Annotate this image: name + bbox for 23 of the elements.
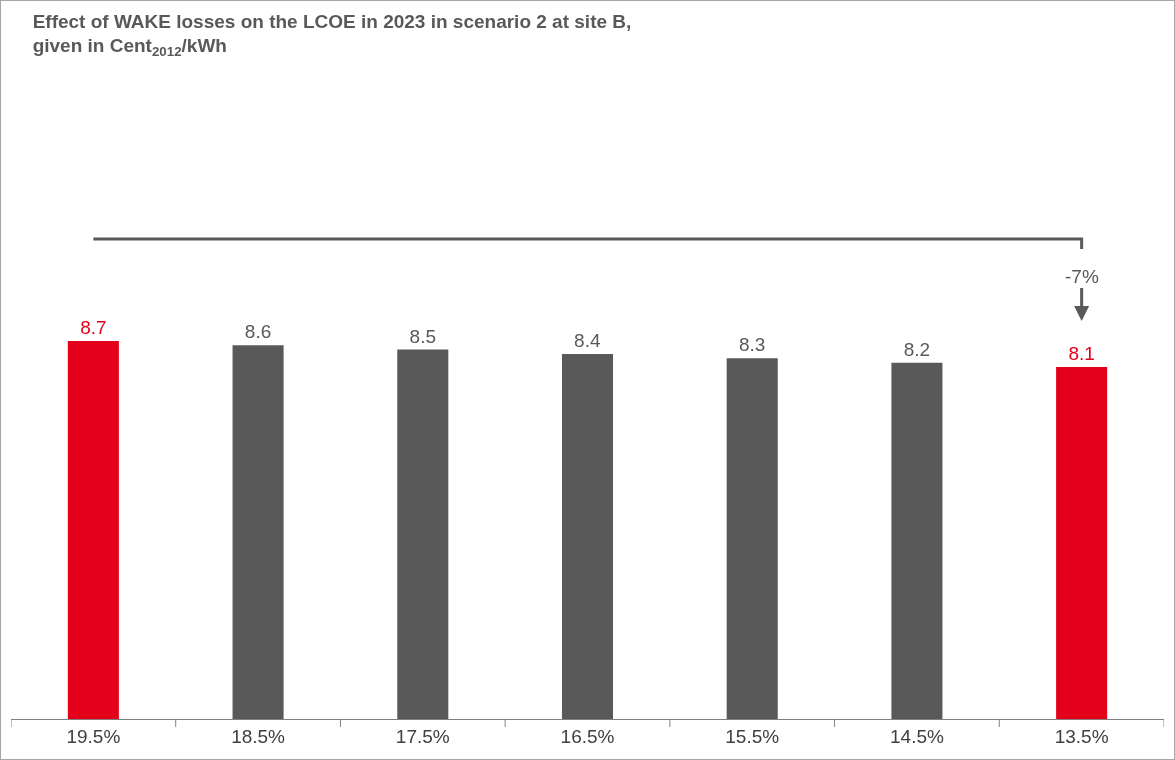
- x-tick-label: 13.5%: [1054, 725, 1109, 747]
- bar: [1056, 366, 1108, 719]
- data-label: 8.7: [80, 316, 107, 338]
- data-label: 8.3: [739, 334, 766, 356]
- bar: [561, 353, 614, 719]
- x-tick-label: 18.5%: [231, 725, 286, 747]
- bar: [232, 345, 284, 719]
- bar: [67, 340, 119, 719]
- x-tick-label: 19.5%: [66, 725, 121, 747]
- x-tick-label: 14.5%: [889, 725, 944, 747]
- bar: [397, 349, 449, 719]
- data-label: 8.4: [574, 329, 601, 351]
- x-tick-label: 16.5%: [560, 725, 615, 747]
- bar: [726, 358, 778, 719]
- x-tick-label: 15.5%: [725, 725, 780, 747]
- data-label: 8.6: [244, 321, 272, 343]
- bar: [891, 362, 943, 719]
- text: -7%: [1065, 266, 1099, 287]
- x-tick-label: 17.5%: [395, 725, 450, 747]
- chart-title: Effect of WAKE losses on the LCOE in 2023 in scenario 2 at site B, given in Cent$_{2012}$/kWh: [32, 10, 632, 60]
- data-label: 8.1: [1068, 342, 1095, 364]
- data-label: 8.5: [409, 325, 436, 347]
- data-label: 8.2: [903, 338, 931, 360]
